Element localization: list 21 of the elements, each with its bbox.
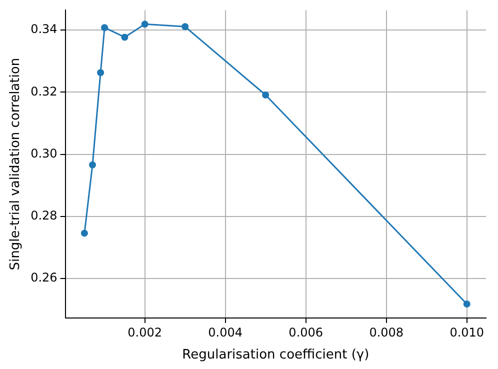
x-tick-label: 0.008 (369, 325, 404, 340)
point (97, 69, 104, 76)
x-axis-title: Regularisation coefficient (γ) (182, 348, 370, 363)
x-tick-label: 0.010 (450, 325, 484, 340)
point (101, 24, 108, 32)
y-tick-label: 0.26 (30, 270, 58, 285)
point (262, 91, 270, 98)
point (80, 230, 88, 237)
x-tick-label: 0.006 (288, 325, 324, 340)
point (141, 20, 148, 28)
point (88, 161, 96, 168)
y-tick-label: 0.34 (30, 22, 58, 36)
point (463, 300, 470, 308)
y-tick-label: 0.28 (30, 208, 58, 223)
x-tick-label: 0.002 (128, 325, 162, 340)
point (182, 23, 189, 30)
y-tick-label: 0.32 (30, 84, 58, 98)
x-tick-label: 0.004 (208, 325, 243, 340)
y-tick-label: 0.30 (30, 146, 58, 160)
point (121, 34, 128, 41)
y-axis-title: Single-trial validation correlation (8, 58, 24, 270)
